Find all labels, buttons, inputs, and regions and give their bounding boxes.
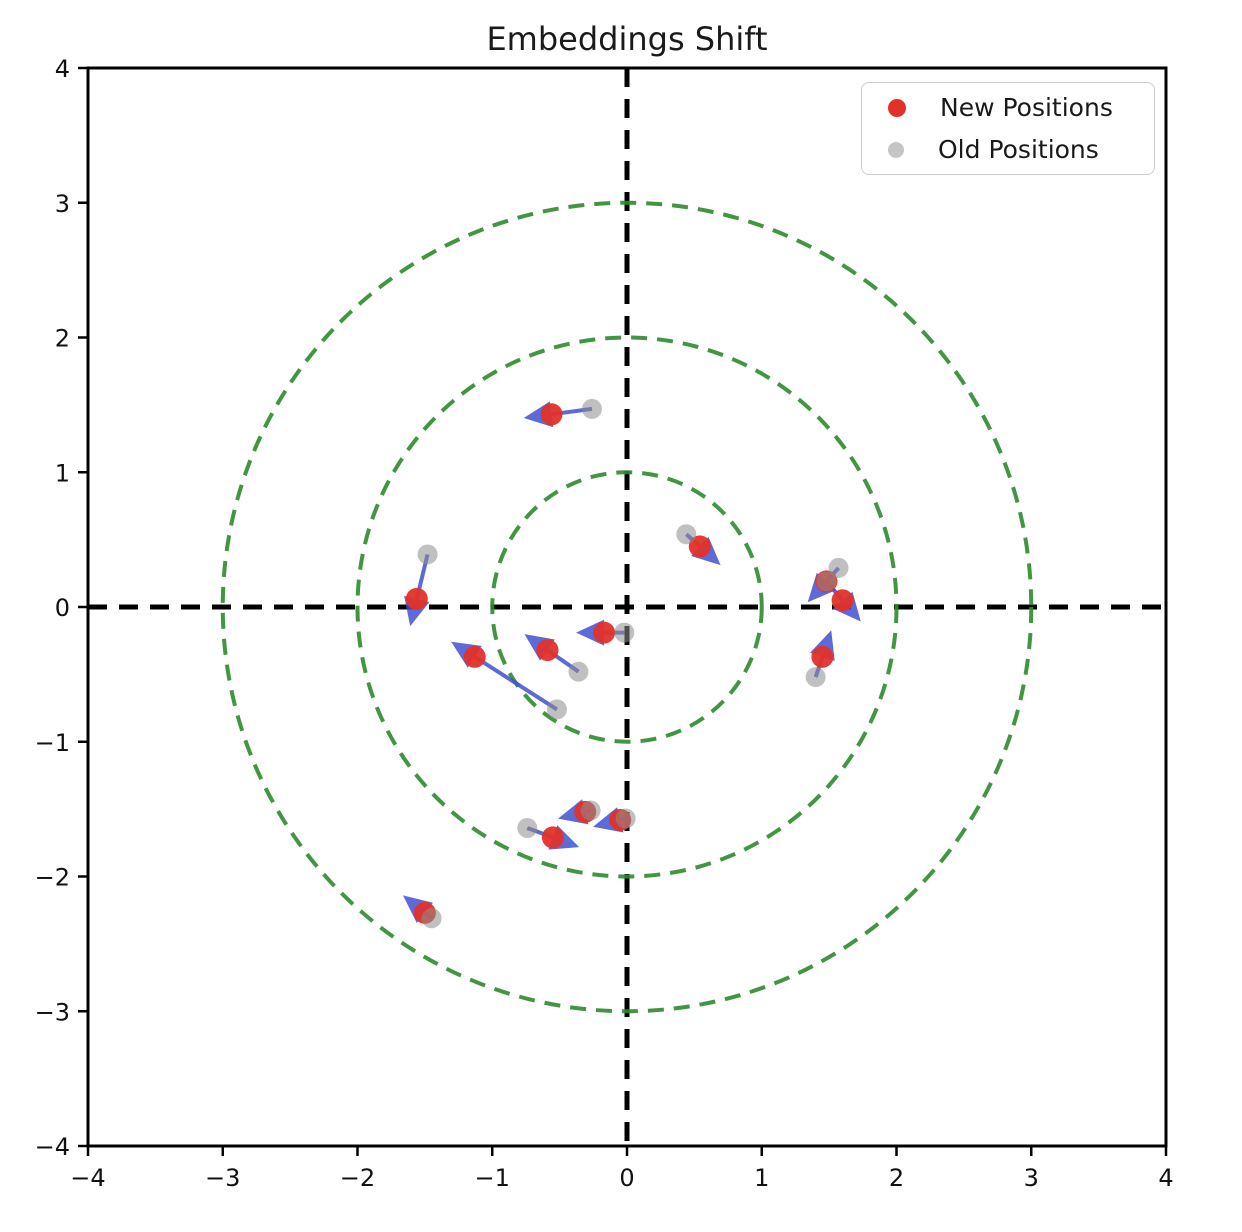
- zero-reference-lines: [88, 68, 1166, 1146]
- x-tick-label: −4: [70, 1164, 105, 1192]
- x-tick-label: −1: [475, 1164, 510, 1192]
- old-position-dot: [568, 661, 589, 682]
- old-position-dot: [546, 699, 567, 720]
- new-position-dot: [540, 403, 563, 426]
- new-position-dot: [593, 621, 616, 644]
- new-positions-marker-icon: [888, 98, 906, 117]
- old-position-dot: [614, 622, 635, 643]
- reference-circle-r1: [490, 470, 764, 744]
- x-axis-ticks: −4 −3 −2 −1 0 1 2 3 4: [70, 1146, 1174, 1192]
- x-tick-label: 0: [619, 1164, 634, 1192]
- x-tick-label: 1: [754, 1164, 769, 1192]
- y-tick-label: 0: [55, 594, 70, 622]
- y-tick-label: −1: [35, 729, 70, 757]
- legend-row-old: Old Positions: [862, 134, 1154, 166]
- old-position-dot: [828, 557, 849, 578]
- old-position-dot: [676, 524, 697, 545]
- old-position-dots: [417, 398, 849, 929]
- new-position-dot: [541, 826, 564, 849]
- x-tick-label: 4: [1158, 1164, 1173, 1192]
- x-tick-label: −3: [205, 1164, 240, 1192]
- old-position-dot: [805, 667, 826, 688]
- y-tick-label: −4: [35, 1133, 70, 1161]
- new-position-dot: [811, 645, 834, 668]
- old-position-dot: [580, 800, 601, 821]
- y-tick-label: 4: [55, 55, 70, 83]
- new-position-dot: [536, 639, 559, 662]
- legend-label-new: New Positions: [940, 93, 1113, 122]
- reference-circle-r3: [220, 200, 1034, 1014]
- x-tick-label: −2: [340, 1164, 375, 1192]
- y-tick-label: 2: [55, 325, 70, 353]
- new-position-dot: [831, 589, 854, 612]
- grid-circles: [220, 200, 1034, 1014]
- y-tick-label: −3: [35, 998, 70, 1026]
- old-position-dot: [421, 908, 442, 929]
- chart-title: Embeddings Shift: [486, 20, 767, 58]
- old-position-dot: [581, 398, 602, 419]
- reference-circle-r2: [355, 335, 899, 879]
- old-position-dot: [517, 817, 538, 838]
- old-position-dot: [615, 808, 636, 829]
- old-positions-marker-icon: [888, 141, 904, 158]
- y-tick-label: 1: [55, 459, 70, 487]
- y-tick-label: 3: [55, 190, 70, 218]
- legend-row-new: New Positions: [862, 92, 1154, 124]
- y-tick-label: −2: [35, 864, 70, 892]
- shift-line: [473, 655, 559, 712]
- x-tick-label: 2: [889, 1164, 904, 1192]
- y-axis-ticks: −4 −3 −2 −1 0 1 2 3 4: [35, 55, 88, 1161]
- old-position-dot: [816, 571, 837, 592]
- legend: New Positions Old Positions: [861, 82, 1155, 175]
- new-position-dot: [463, 645, 486, 668]
- new-position-dot: [405, 587, 428, 610]
- new-position-dot: [688, 535, 711, 558]
- legend-label-old: Old Positions: [938, 135, 1099, 164]
- x-tick-label: 3: [1024, 1164, 1039, 1192]
- old-position-dot: [417, 544, 438, 565]
